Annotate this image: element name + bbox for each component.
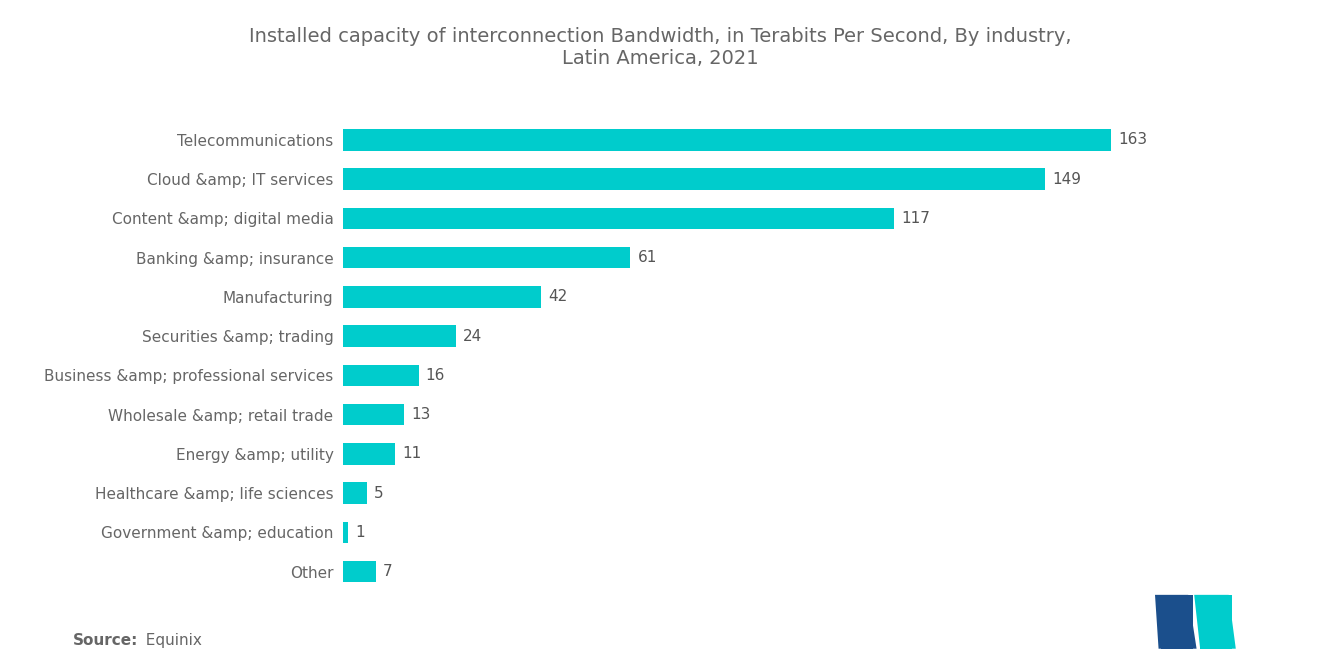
Text: 149: 149 xyxy=(1052,172,1081,187)
Bar xyxy=(343,482,367,504)
Text: 24: 24 xyxy=(463,329,483,344)
Bar xyxy=(343,325,457,347)
Text: 163: 163 xyxy=(1118,132,1147,148)
Text: 11: 11 xyxy=(403,446,421,462)
Bar xyxy=(343,168,1045,190)
Bar xyxy=(343,286,541,308)
Text: 117: 117 xyxy=(902,211,931,226)
Text: 16: 16 xyxy=(425,368,445,383)
Bar xyxy=(343,561,376,583)
Bar xyxy=(343,364,418,386)
Text: 5: 5 xyxy=(374,485,383,501)
Text: Equinix: Equinix xyxy=(136,633,202,648)
Bar xyxy=(343,404,404,426)
Polygon shape xyxy=(1162,595,1193,649)
Polygon shape xyxy=(1195,595,1236,649)
Text: 42: 42 xyxy=(548,289,568,305)
Bar xyxy=(343,129,1111,151)
Text: 61: 61 xyxy=(638,250,657,265)
Bar xyxy=(343,521,348,543)
Polygon shape xyxy=(1200,595,1233,649)
Text: Installed capacity of interconnection Bandwidth, in Terabits Per Second, By indu: Installed capacity of interconnection Ba… xyxy=(248,27,1072,68)
Polygon shape xyxy=(1155,595,1196,649)
Text: Source:: Source: xyxy=(73,633,139,648)
Text: 1: 1 xyxy=(355,525,364,540)
Text: 7: 7 xyxy=(383,564,393,579)
Bar xyxy=(343,207,894,229)
Bar xyxy=(343,443,395,465)
Bar xyxy=(343,247,631,269)
Text: 13: 13 xyxy=(412,407,430,422)
